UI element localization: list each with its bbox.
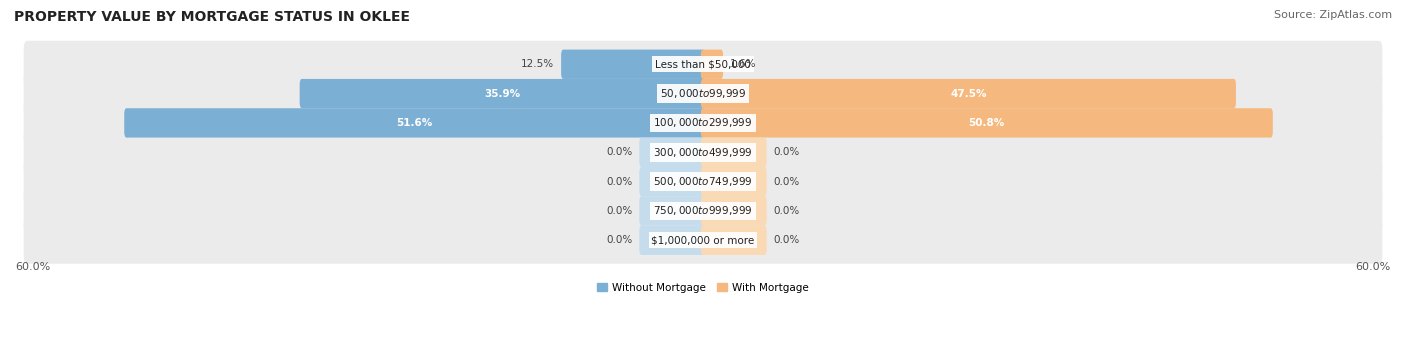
Text: Less than $50,000: Less than $50,000 <box>655 59 751 69</box>
Text: 0.0%: 0.0% <box>773 235 800 245</box>
Legend: Without Mortgage, With Mortgage: Without Mortgage, With Mortgage <box>593 279 813 297</box>
FancyBboxPatch shape <box>700 226 766 255</box>
Text: $100,000 to $299,999: $100,000 to $299,999 <box>654 116 752 130</box>
FancyBboxPatch shape <box>700 49 723 79</box>
Text: $300,000 to $499,999: $300,000 to $499,999 <box>654 146 752 159</box>
Text: 0.0%: 0.0% <box>606 235 633 245</box>
FancyBboxPatch shape <box>700 196 766 226</box>
FancyBboxPatch shape <box>700 108 1272 137</box>
Text: 47.5%: 47.5% <box>950 89 987 99</box>
FancyBboxPatch shape <box>640 226 706 255</box>
FancyBboxPatch shape <box>124 108 706 137</box>
FancyBboxPatch shape <box>299 79 706 108</box>
Text: 0.0%: 0.0% <box>773 147 800 157</box>
FancyBboxPatch shape <box>24 158 1382 205</box>
FancyBboxPatch shape <box>700 167 766 196</box>
FancyBboxPatch shape <box>24 129 1382 176</box>
Text: 12.5%: 12.5% <box>522 59 554 69</box>
FancyBboxPatch shape <box>640 196 706 226</box>
Text: 0.0%: 0.0% <box>606 206 633 216</box>
Text: 1.6%: 1.6% <box>730 59 756 69</box>
FancyBboxPatch shape <box>24 100 1382 146</box>
Text: PROPERTY VALUE BY MORTGAGE STATUS IN OKLEE: PROPERTY VALUE BY MORTGAGE STATUS IN OKL… <box>14 10 411 24</box>
FancyBboxPatch shape <box>24 70 1382 117</box>
FancyBboxPatch shape <box>700 79 1236 108</box>
Text: $1,000,000 or more: $1,000,000 or more <box>651 235 755 245</box>
Text: $50,000 to $99,999: $50,000 to $99,999 <box>659 87 747 100</box>
Text: Source: ZipAtlas.com: Source: ZipAtlas.com <box>1274 10 1392 20</box>
Text: $500,000 to $749,999: $500,000 to $749,999 <box>654 175 752 188</box>
FancyBboxPatch shape <box>640 167 706 196</box>
FancyBboxPatch shape <box>24 41 1382 88</box>
Text: 0.0%: 0.0% <box>606 147 633 157</box>
Text: 51.6%: 51.6% <box>396 118 433 128</box>
FancyBboxPatch shape <box>561 49 706 79</box>
FancyBboxPatch shape <box>640 137 706 167</box>
Text: 0.0%: 0.0% <box>773 177 800 187</box>
FancyBboxPatch shape <box>700 137 766 167</box>
Text: $750,000 to $999,999: $750,000 to $999,999 <box>654 204 752 218</box>
FancyBboxPatch shape <box>24 188 1382 234</box>
Text: 35.9%: 35.9% <box>485 89 520 99</box>
FancyBboxPatch shape <box>24 217 1382 264</box>
Text: 0.0%: 0.0% <box>773 206 800 216</box>
Text: 0.0%: 0.0% <box>606 177 633 187</box>
Text: 50.8%: 50.8% <box>969 118 1005 128</box>
